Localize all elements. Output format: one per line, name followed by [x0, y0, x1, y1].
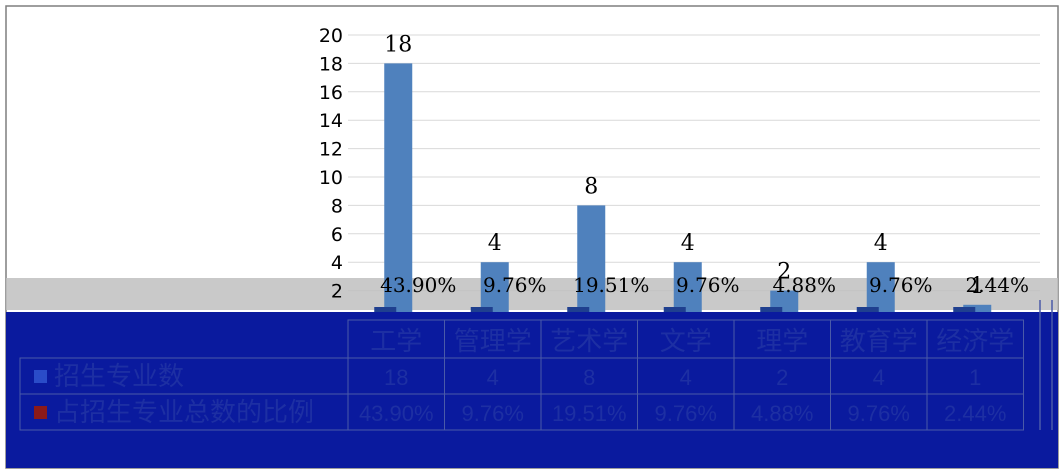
y-tick-label: 8: [331, 195, 343, 217]
table-cell-border: [926, 393, 1024, 431]
legend-swatch: [34, 406, 47, 419]
y-tick-label: 10: [319, 167, 343, 189]
table-cell: 8: [583, 365, 595, 390]
x-tick-label: 文学: [660, 327, 712, 357]
y-tick-label: 18: [319, 53, 343, 75]
ratio-label: 19.51%: [573, 273, 649, 297]
x-tick-label: 经济学: [936, 327, 1014, 357]
table-cell: 43.90%: [359, 401, 434, 426]
table-cell: 1: [969, 365, 981, 390]
bar: [577, 205, 606, 319]
y-tick-label: 20: [319, 25, 343, 47]
data-label: 2: [777, 260, 791, 285]
table-cell: 2.44%: [944, 401, 1006, 426]
table-cell: 9.76%: [462, 401, 524, 426]
data-label: 4: [681, 231, 695, 256]
data-label: 8: [584, 174, 598, 199]
table-cell: 9.76%: [655, 401, 717, 426]
ratio-label: 43.90%: [380, 273, 456, 297]
ratio-label: 4.88%: [772, 273, 836, 297]
x-tick-label: 工学: [370, 327, 422, 357]
data-table-background: [6, 312, 1058, 468]
x-tick-label: 艺术学: [550, 327, 628, 357]
legend-swatch: [34, 370, 47, 383]
ratio-label: 9.76%: [869, 273, 933, 297]
data-label: 4: [488, 231, 502, 256]
x-tick-label: 管理学: [454, 327, 532, 357]
ratio-label: 9.76%: [676, 273, 740, 297]
table-cell: 4: [487, 365, 499, 390]
table-cell: 4.88%: [751, 401, 813, 426]
table-cell: 9.76%: [848, 401, 910, 426]
ratio-label: 9.76%: [483, 273, 547, 297]
legend-label: 招生专业数: [54, 362, 184, 392]
y-tick-label: 14: [319, 110, 343, 132]
y-tick-label: 2: [331, 281, 343, 303]
data-label: 18: [384, 32, 412, 57]
x-tick-label: 教育学: [840, 327, 918, 357]
data-label: 1: [970, 274, 984, 299]
table-cell: 4: [680, 365, 692, 390]
y-tick-label: 6: [331, 224, 343, 246]
x-tick-label: 理学: [756, 327, 808, 357]
table-cell: 2: [776, 365, 788, 390]
table-cell: 4: [873, 365, 885, 390]
y-tick-label: 16: [319, 82, 343, 104]
legend-label: 占招生专业总数的比例: [54, 398, 314, 428]
table-cell: 19.51%: [552, 401, 627, 426]
y-tick-label: 12: [319, 139, 343, 161]
data-label: 4: [874, 231, 888, 256]
bar: [384, 63, 413, 320]
table-cell: 18: [384, 365, 408, 390]
ratio-label: 2.44%: [965, 273, 1029, 297]
y-tick-label: 4: [331, 252, 343, 274]
